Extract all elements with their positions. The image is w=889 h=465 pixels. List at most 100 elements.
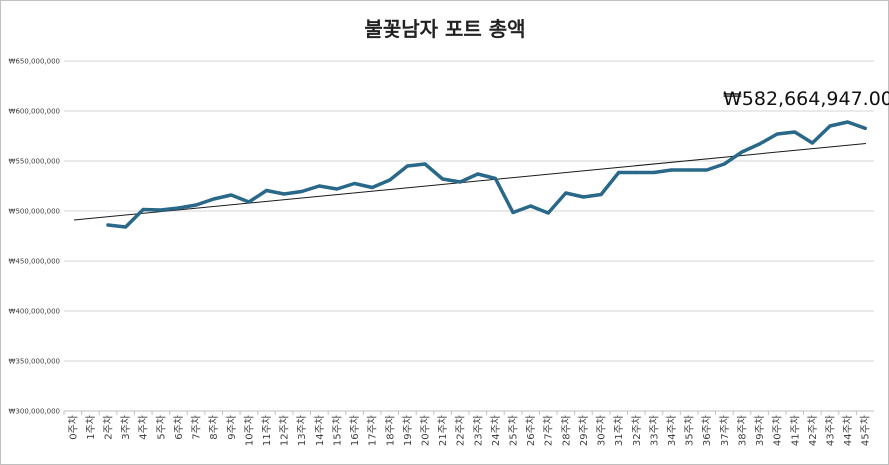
data-point	[687, 168, 691, 172]
x-tick-label: 7주차	[191, 415, 203, 440]
latest-total-annotation: ₩582,664,947.00	[723, 88, 889, 110]
data-point	[159, 208, 163, 212]
x-tick-label: 0주차	[67, 415, 79, 440]
y-tick-label: ₩300,000,000	[9, 408, 60, 416]
data-point	[300, 189, 304, 194]
x-tick-label: 11주차	[261, 415, 273, 446]
y-tick-label: ₩600,000,000	[9, 108, 60, 116]
data-point	[352, 181, 357, 186]
data-point	[264, 188, 269, 193]
x-tick-label: 26주차	[525, 415, 537, 446]
data-point	[124, 225, 128, 229]
data-point	[423, 162, 427, 166]
data-point	[176, 206, 181, 210]
data-point	[212, 197, 216, 201]
data-point	[476, 172, 480, 176]
data-point	[458, 180, 462, 184]
x-tick-label: 37주차	[719, 415, 731, 446]
series-layer	[106, 120, 867, 229]
data-point	[810, 141, 814, 145]
x-tick-label: 4주차	[138, 415, 150, 440]
x-tick-label: 33주차	[648, 415, 660, 446]
data-point	[388, 178, 392, 182]
x-tick-label: 31주차	[613, 415, 625, 446]
y-axis-tick-labels: ₩650,000,000 ₩600,000,000 ₩550,000,000 ₩500…	[9, 58, 60, 416]
y-tick-label: ₩650,000,000	[9, 58, 60, 66]
x-tick-label: 24주차	[490, 415, 502, 446]
x-tick-label: 28주차	[560, 415, 572, 446]
data-point	[106, 223, 110, 227]
trendline-layer	[73, 143, 867, 221]
linear-trendline	[73, 143, 867, 221]
data-point	[282, 192, 286, 196]
y-tick-label: ₩400,000,000	[9, 308, 60, 316]
x-tick-label: 18주차	[384, 415, 396, 446]
x-tick-label: 39주차	[754, 415, 766, 446]
x-tick-label: 21주차	[437, 415, 449, 446]
chart-title: 불꽃남자 포트 총액	[364, 17, 525, 41]
x-tick-label: 34주차	[666, 415, 678, 446]
y-tick-label: ₩500,000,000	[9, 208, 60, 216]
data-point	[599, 192, 603, 197]
data-point	[194, 203, 198, 207]
x-tick-label: 41주차	[789, 415, 801, 446]
data-point	[511, 210, 515, 215]
data-point	[581, 195, 586, 199]
data-point	[493, 176, 498, 181]
data-point	[370, 185, 374, 190]
data-point	[669, 168, 674, 172]
data-point	[740, 150, 744, 154]
x-tick-label: 19주차	[402, 415, 414, 446]
data-point	[405, 164, 409, 168]
x-tick-label: 10주차	[243, 415, 255, 446]
x-tick-label: 27주차	[543, 415, 555, 446]
data-point	[617, 170, 621, 175]
data-point	[775, 132, 779, 136]
x-tick-label: 6주차	[173, 415, 185, 440]
x-tick-label: 30주차	[596, 415, 608, 446]
data-point	[229, 193, 233, 197]
x-tick-label: 25주차	[508, 415, 520, 446]
series-line-0	[106, 120, 867, 229]
data-point	[529, 204, 533, 208]
x-tick-label: 13주차	[296, 415, 308, 446]
data-point	[722, 162, 726, 166]
data-point	[440, 177, 445, 181]
x-axis-tick-labels: 0주차 1주차 2주차 3주차 4주차 5주차 6주차 7주차 8주차 9주차 10주차 11주차 12…	[63, 411, 872, 446]
x-tick-label: 40주차	[772, 415, 784, 446]
data-point	[335, 187, 339, 191]
x-tick-label: 42주차	[807, 415, 819, 446]
x-tick-label: 20주차	[419, 415, 431, 446]
x-tick-label: 44주차	[842, 415, 854, 446]
data-point	[634, 170, 638, 175]
x-tick-label: 3주차	[120, 415, 132, 440]
data-point	[652, 170, 656, 175]
data-point	[141, 207, 145, 212]
x-tick-label: 29주차	[578, 415, 590, 446]
x-tick-label: 16주차	[349, 415, 361, 446]
data-point	[317, 184, 321, 188]
data-point	[828, 124, 832, 128]
data-point	[793, 130, 797, 134]
data-point	[247, 200, 251, 204]
x-tick-label: 14주차	[314, 415, 326, 446]
x-tick-label: 17주차	[367, 415, 379, 446]
data-point	[757, 142, 762, 146]
x-tick-label: 9주차	[226, 415, 238, 440]
data-point	[705, 168, 709, 172]
gridlines	[64, 60, 874, 412]
x-tick-label: 15주차	[331, 415, 343, 446]
data-point	[546, 211, 550, 215]
x-tick-label: 45주차	[860, 415, 872, 446]
x-tick-label: 12주차	[279, 415, 291, 446]
y-tick-label: ₩550,000,000	[9, 158, 60, 166]
y-tick-label: ₩450,000,000	[9, 258, 60, 266]
x-tick-label: 35주차	[684, 415, 696, 446]
x-tick-label: 43주차	[824, 415, 836, 446]
y-tick-label: ₩350,000,000	[9, 358, 60, 366]
x-tick-label: 22주차	[455, 415, 467, 446]
x-tick-label: 5주차	[155, 415, 167, 440]
x-tick-label: 38주차	[736, 415, 748, 446]
x-tick-label: 1주차	[85, 415, 97, 440]
